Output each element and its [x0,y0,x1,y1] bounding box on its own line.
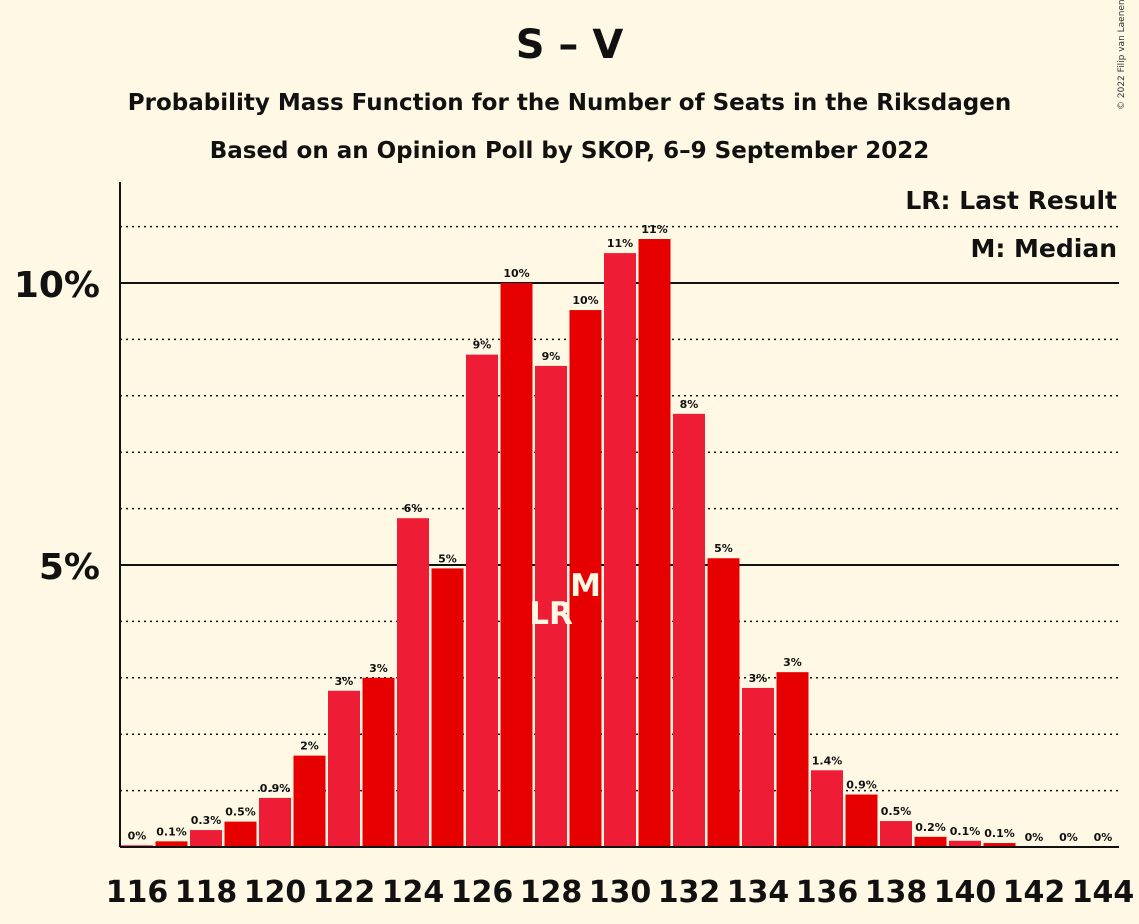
x-tick-label: 120 [244,875,307,910]
x-tick-label: 138 [865,875,928,910]
bar-seat-139 [914,836,947,847]
bar-seat-119 [224,821,257,847]
x-tick-label: 128 [520,875,583,910]
value-label: 0% [1059,831,1078,844]
chart-subtitle: Probability Mass Function for the Number… [127,90,1012,116]
value-label: 9% [542,350,561,363]
bar-seat-141 [983,843,1016,847]
value-label: 3% [783,656,802,669]
median-marker: M [570,568,601,604]
x-tick-label: 134 [727,875,790,910]
bar-seat-122 [328,690,360,847]
y-tick-label: 5% [39,547,100,588]
bar-seat-132 [673,413,705,847]
value-label: 5% [438,552,457,565]
x-tick-label: 140 [934,875,997,910]
value-label: 5% [714,542,733,555]
bar-seat-137 [845,794,878,847]
bar-seat-123 [362,677,395,847]
value-label: 8% [680,398,699,411]
x-tick-label: 136 [796,875,859,910]
chart-source-subtitle: Based on an Opinion Poll by SKOP, 6–9 Se… [209,138,930,164]
value-label: 6% [404,502,423,515]
bar-seat-125 [431,568,464,847]
value-label: 3% [369,662,388,675]
bar-seat-130 [604,253,636,847]
value-label: 10% [572,294,598,307]
bar-seat-133 [707,558,740,847]
value-label: 0.1% [156,825,187,838]
value-label: 9% [473,339,492,352]
bar-seat-121 [293,755,326,847]
bar-seat-118 [190,830,222,847]
value-label: 0.3% [191,814,222,827]
bars-group [121,239,1016,847]
value-label: 0.1% [984,827,1015,840]
value-label: 0.2% [915,821,946,834]
value-label: 0.9% [260,782,291,795]
value-label: 0.1% [950,825,981,838]
bar-seat-136 [811,770,843,847]
value-label: 2% [300,740,319,753]
legend-last-result: LR: Last Result [905,186,1117,215]
chart-title: S – V [515,22,624,68]
bar-seat-135 [776,672,809,847]
bar-seat-120 [259,797,291,847]
bar-seat-117 [155,841,188,847]
value-label: 10% [503,267,529,280]
value-label: 11% [641,223,667,236]
bar-seat-140 [949,840,981,847]
x-tick-label: 142 [1003,875,1066,910]
value-label: 1.4% [812,754,843,767]
axes-group: 5% 10% 116 118 120 122 124 126 128 130 132 134 136 13… [14,182,1134,910]
bar-seat-124 [397,518,429,847]
bar-seat-128 [535,365,567,847]
value-label: 0% [1025,831,1044,844]
bar-seat-134 [742,687,774,847]
x-tick-label: 132 [658,875,721,910]
value-label: 0% [1094,831,1113,844]
bar-seat-127 [500,283,533,847]
legend-median: M: Median [970,234,1117,263]
value-label: 11% [607,237,633,250]
value-label: 0.9% [846,779,877,792]
bar-seat-129 [569,310,602,847]
x-tick-label: 122 [313,875,376,910]
value-label: 3% [749,672,768,685]
x-tick-label: 144 [1072,875,1135,910]
last-result-marker: LR [529,596,573,632]
value-label: 0.5% [881,805,912,818]
value-label: 3% [335,675,354,688]
value-label: 0.5% [225,806,256,819]
value-label: 0% [128,829,147,842]
x-tick-label: 124 [382,875,445,910]
x-tick-label: 116 [106,875,169,910]
bar-seat-126 [466,354,498,847]
y-tick-label: 10% [14,265,100,306]
bar-seat-138 [880,821,912,847]
bar-seat-131 [638,239,671,847]
x-tick-label: 126 [451,875,514,910]
x-tick-label: 130 [589,875,652,910]
value-labels-group: 0% 0.1%0.3%0.5%0.9%2%3%3%6%5%9%10%9%10%11… [128,223,1113,844]
x-tick-label: 118 [175,875,238,910]
